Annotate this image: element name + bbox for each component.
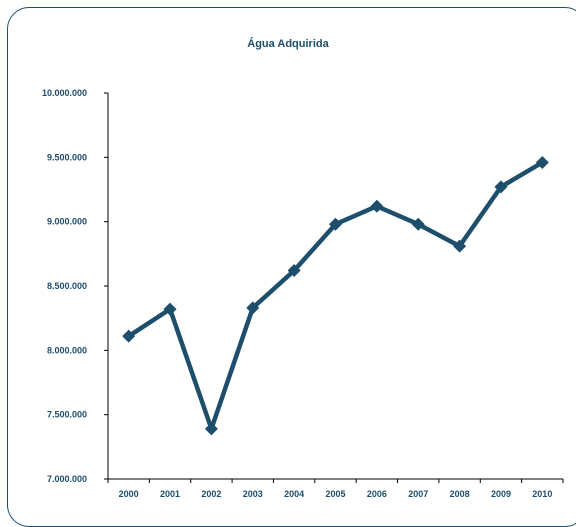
x-tick-label: 2005 bbox=[325, 489, 345, 499]
x-tick-label: 2006 bbox=[367, 489, 387, 499]
data-point-marker bbox=[370, 199, 384, 213]
y-tick-label: 7.000.000 bbox=[47, 474, 87, 484]
data-point-marker bbox=[329, 217, 342, 231]
x-tick-label: 2000 bbox=[119, 489, 139, 499]
axes bbox=[107, 93, 563, 480]
x-tick-label: 2009 bbox=[491, 489, 511, 499]
x-tick-label: 2008 bbox=[450, 489, 470, 499]
series-line bbox=[127, 160, 544, 432]
y-tick-label: 8.000.000 bbox=[47, 345, 87, 355]
x-tick-label: 2001 bbox=[160, 489, 180, 499]
y-tick-label: 8.500.000 bbox=[47, 281, 87, 291]
y-tick-label: 9.500.000 bbox=[47, 152, 87, 162]
x-tick-label: 2007 bbox=[408, 489, 428, 499]
chart-title: Água Adquirida bbox=[247, 38, 329, 50]
y-tick-label: 9.000.000 bbox=[47, 217, 87, 227]
data-point-marker bbox=[246, 301, 260, 315]
y-tick-label: 7.500.000 bbox=[47, 410, 87, 420]
y-tick-label: 10.000.000 bbox=[42, 88, 87, 98]
x-tick-label: 2010 bbox=[532, 489, 552, 499]
data-point-marker bbox=[204, 422, 218, 436]
series bbox=[122, 155, 549, 436]
data-point-marker bbox=[163, 302, 177, 316]
x-tick-label: 2003 bbox=[243, 489, 263, 499]
data-point-marker bbox=[453, 239, 467, 253]
ticks: 7.000.000 7.500.000 8.000.000 8.500.000 9.00… bbox=[42, 88, 564, 499]
data-point-marker bbox=[287, 264, 301, 278]
x-tick-label: 2002 bbox=[201, 489, 221, 499]
data-point-marker bbox=[122, 329, 136, 343]
data-point-marker bbox=[411, 217, 425, 231]
data-point-marker bbox=[494, 180, 508, 194]
data-point-marker bbox=[535, 155, 549, 169]
x-tick-label: 2004 bbox=[284, 489, 304, 499]
